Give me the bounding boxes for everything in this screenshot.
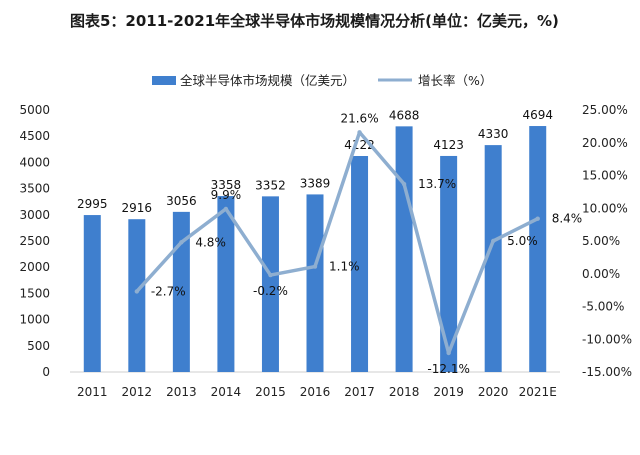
right-axis-tick-label: 5.00% bbox=[582, 234, 620, 248]
right-axis-tick-label: -5.00% bbox=[582, 300, 624, 314]
left-axis-tick-label: 1000 bbox=[19, 313, 50, 327]
left-axis-tick-label: 1500 bbox=[19, 286, 50, 300]
bar bbox=[172, 211, 190, 372]
growth-data-label: 1.1% bbox=[329, 260, 360, 274]
growth-point bbox=[535, 216, 540, 221]
growth-data-labels: -2.7% 4.8% 9.9% -0.2% 1.1% 21.6% 13.7% -12.1% 5.… bbox=[134, 111, 583, 376]
growth-data-label: 9.9% bbox=[211, 188, 242, 202]
chart-legend: 全球半导体市场规模（亿美元） 增长率（%） bbox=[152, 73, 492, 88]
growth-rate-line bbox=[135, 130, 539, 355]
bar bbox=[529, 126, 547, 373]
bar bbox=[440, 155, 458, 372]
bar-data-label: 4330 bbox=[478, 127, 509, 141]
right-axis-tick-label: 25.00% bbox=[582, 103, 628, 117]
bar-data-label: 3358 bbox=[211, 178, 242, 192]
bar bbox=[351, 156, 369, 372]
bar bbox=[217, 196, 235, 372]
right-axis: -15.00% -10.00% -5.00% 0.00% 5.00% 10.00% 15.0… bbox=[582, 103, 632, 379]
growth-data-label: 21.6% bbox=[340, 111, 378, 125]
legend-bar-label: 全球半导体市场规模（亿美元） bbox=[180, 73, 355, 88]
left-axis-tick-label: 4000 bbox=[19, 155, 50, 169]
growth-data-label: 5.0% bbox=[507, 234, 538, 248]
bar bbox=[395, 126, 413, 372]
bar bbox=[128, 219, 146, 372]
left-axis-tick-label: 500 bbox=[27, 339, 50, 353]
x-axis-tick-label: 2020 bbox=[478, 385, 509, 399]
x-axis: 2011 2012 2013 2014 2015 2016 2017 2018 2019 2020… bbox=[77, 385, 557, 399]
x-axis-tick-label: 2017 bbox=[344, 385, 375, 399]
x-axis-tick-label: 2011 bbox=[77, 385, 108, 399]
x-axis-tick-label: 2021E bbox=[519, 385, 557, 399]
growth-point bbox=[268, 272, 273, 278]
right-axis-tick-label: 10.00% bbox=[582, 201, 628, 215]
growth-data-label: -12.1% bbox=[427, 362, 469, 376]
bar-data-label: 3389 bbox=[300, 176, 331, 190]
bar bbox=[484, 145, 502, 372]
x-axis-tick-label: 2013 bbox=[166, 385, 197, 399]
right-axis-tick-label: 15.00% bbox=[582, 169, 628, 183]
x-axis-tick-label: 2014 bbox=[211, 385, 242, 399]
legend-bar-swatch bbox=[152, 76, 176, 85]
growth-point bbox=[357, 130, 362, 135]
bar-data-label: 2916 bbox=[122, 201, 153, 215]
x-axis-tick-label: 2012 bbox=[122, 385, 153, 399]
x-axis-tick-label: 2015 bbox=[255, 385, 286, 399]
x-axis-tick-label: 2016 bbox=[300, 385, 331, 399]
left-axis-tick-label: 3500 bbox=[19, 182, 50, 196]
left-axis-tick-label: 2000 bbox=[19, 260, 50, 274]
bar-data-label: 4123 bbox=[433, 138, 464, 152]
growth-point bbox=[134, 289, 140, 294]
growth-data-label: -2.7% bbox=[151, 284, 186, 298]
right-axis-tick-label: -10.00% bbox=[582, 332, 632, 346]
bar-data-label: 2995 bbox=[77, 197, 108, 211]
left-axis-tick-label: 0 bbox=[42, 365, 50, 379]
bar-series bbox=[83, 126, 547, 373]
x-axis-tick-label: 2019 bbox=[433, 385, 464, 399]
chart-title: 图表5：2011-2021年全球半导体市场规模情况分析(单位：亿美元，%) bbox=[70, 12, 559, 30]
bar bbox=[83, 215, 101, 372]
right-axis-tick-label: -15.00% bbox=[582, 365, 632, 379]
bar-data-label: 4688 bbox=[389, 108, 420, 122]
left-axis-tick-label: 5000 bbox=[19, 103, 50, 117]
right-axis-tick-label: 20.00% bbox=[582, 136, 628, 150]
growth-point bbox=[446, 350, 451, 356]
growth-point bbox=[312, 264, 318, 269]
growth-data-label: -0.2% bbox=[253, 284, 288, 298]
growth-point bbox=[401, 181, 407, 187]
growth-point bbox=[490, 238, 496, 244]
bar bbox=[306, 194, 324, 372]
right-axis-tick-label: 0.00% bbox=[582, 267, 620, 281]
left-axis: 0 500 1000 1500 2000 2500 3000 3500 4000 4500 5000 bbox=[19, 103, 50, 379]
growth-data-label: 8.4% bbox=[552, 212, 583, 226]
left-axis-tick-label: 2500 bbox=[19, 234, 50, 248]
left-axis-tick-label: 4500 bbox=[19, 129, 50, 143]
left-axis-tick-label: 3000 bbox=[19, 208, 50, 222]
growth-point bbox=[179, 240, 184, 245]
bar-data-label: 3056 bbox=[166, 194, 197, 208]
bar-data-label: 4694 bbox=[522, 108, 553, 122]
legend-line-label: 增长率（%） bbox=[418, 73, 492, 88]
growth-data-label: 13.7% bbox=[418, 177, 456, 191]
growth-data-label: 4.8% bbox=[195, 235, 226, 249]
growth-point bbox=[223, 206, 229, 212]
bar-data-label: 3352 bbox=[255, 178, 286, 192]
x-axis-tick-label: 2018 bbox=[389, 385, 420, 399]
bar bbox=[261, 196, 279, 372]
